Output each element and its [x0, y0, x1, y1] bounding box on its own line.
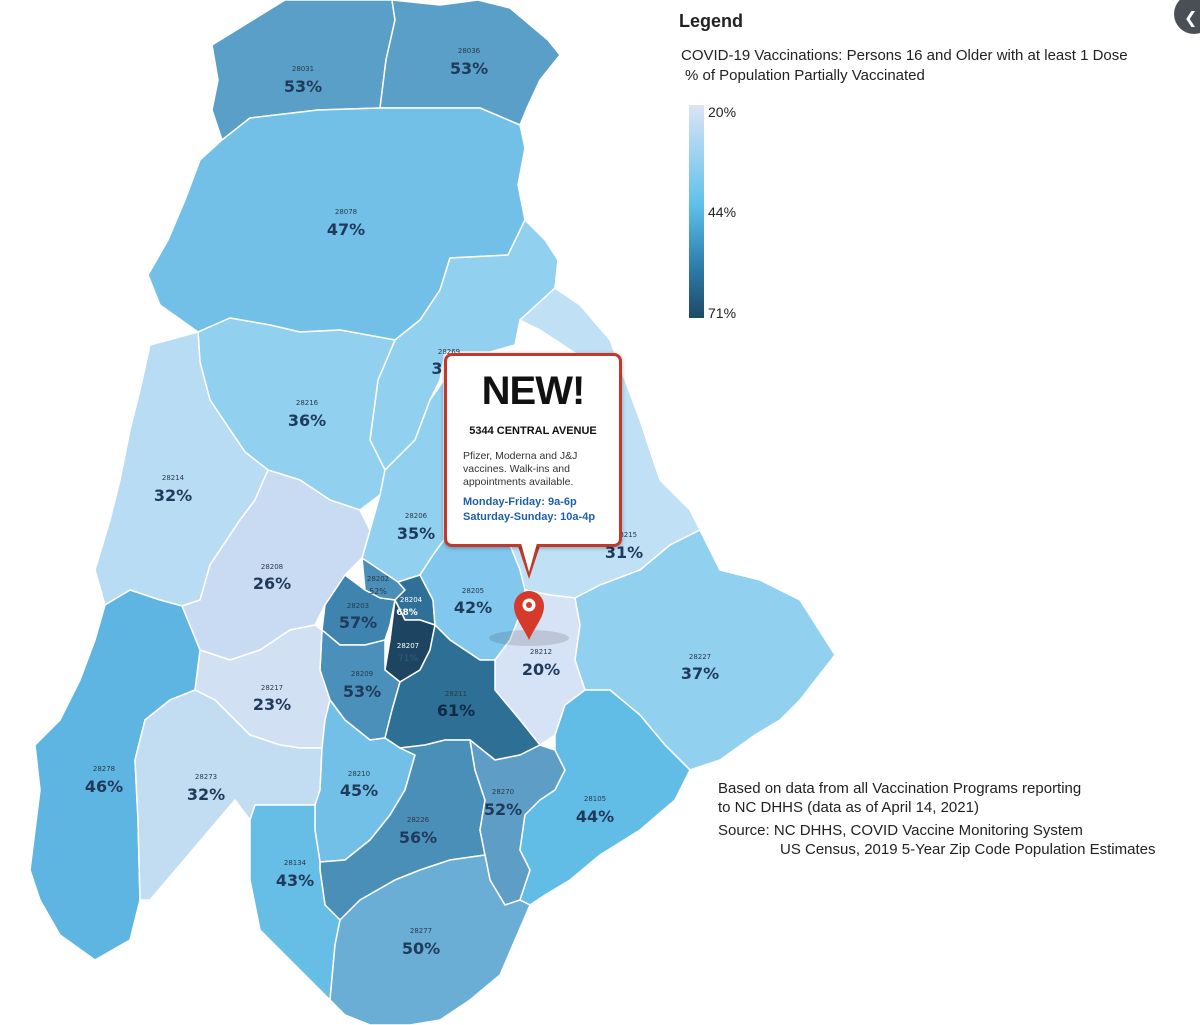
legend-color-scale — [689, 105, 704, 318]
zip-label: 28206 — [405, 512, 428, 520]
legend-title: Legend — [679, 11, 744, 31]
region-28277 — [329, 854, 531, 1025]
zip-label: 28227 — [689, 653, 711, 661]
callout-hours-weekend: Saturday-Sunday: 10a-4p — [463, 511, 596, 523]
note-line-1: Based on data from all Vaccination Progr… — [718, 780, 1082, 797]
pct-label: 61% — [437, 701, 475, 720]
pct-label: 32% — [187, 785, 225, 804]
pct-label: 35% — [397, 524, 435, 543]
pct-label: 71% — [398, 654, 418, 664]
pct-label: 46% — [85, 777, 123, 796]
zip-label: 28204 — [400, 596, 423, 604]
callout-description: Pfizer, Moderna and J&J vaccines. Walk-i… — [463, 450, 578, 488]
pct-label: 44% — [576, 807, 614, 826]
pct-label: 53% — [450, 59, 488, 78]
legend-tick-high: 71% — [708, 305, 737, 321]
pct-label: 37% — [681, 664, 719, 683]
zip-label: 28036 — [458, 47, 481, 55]
zip-label: 28078 — [335, 208, 357, 216]
region-28036 — [379, 0, 561, 126]
location-pin-icon[interactable] — [489, 591, 569, 646]
pct-label: 23% — [253, 695, 291, 714]
zip-label: 28212 — [530, 648, 552, 656]
zip-label: 28277 — [410, 927, 432, 935]
legend-subtitle-1: COVID-19 Vaccinations: Persons 16 and Ol… — [681, 47, 1128, 64]
pct-label: 56% — [399, 828, 437, 847]
zip-label: 28226 — [407, 816, 430, 824]
pct-label: 47% — [327, 220, 365, 239]
legend-tick-mid: 44% — [708, 204, 737, 220]
zip-label: 28269 — [438, 348, 460, 356]
zip-label: 28270 — [492, 788, 514, 796]
pct-label: 53% — [343, 682, 381, 701]
pct-label: 31% — [605, 543, 643, 562]
zip-label: 28210 — [348, 770, 370, 778]
zip-label: 28031 — [292, 65, 314, 73]
zip-label: 28211 — [445, 690, 467, 698]
pct-label: 53% — [284, 77, 322, 96]
pct-label: 43% — [276, 871, 314, 890]
pct-label: 45% — [340, 781, 378, 800]
pct-label: 42% — [454, 598, 492, 617]
pct-label: 52% — [484, 800, 522, 819]
zip-label: 28214 — [162, 474, 185, 482]
callout-pointer-inner — [519, 536, 539, 572]
zip-label: 28273 — [195, 773, 217, 781]
zip-label: 28217 — [261, 684, 283, 692]
pct-label: 26% — [253, 574, 291, 593]
zip-label: 28134 — [284, 859, 307, 867]
pct-label: 68% — [396, 608, 418, 618]
pct-label: 57% — [339, 613, 377, 632]
pct-label: 50% — [402, 939, 440, 958]
note-line-2: to NC DHHS (data as of April 14, 2021) — [718, 799, 979, 816]
region-28278 — [29, 589, 201, 961]
callout-address: 5344 CENTRAL AVENUE — [469, 425, 597, 437]
zip-label: 28278 — [93, 765, 115, 773]
pct-label: 52% — [369, 587, 387, 596]
legend-subtitle-2: % of Population Partially Vaccinated — [685, 67, 925, 84]
zip-label: 28215 — [615, 531, 637, 539]
pct-label: 20% — [522, 660, 560, 679]
legend-tick-low: 20% — [708, 104, 737, 120]
zip-label: 28209 — [351, 670, 373, 678]
pct-label: 36% — [288, 411, 326, 430]
new-location-callout: NEW! 5344 CENTRAL AVENUE Pfizer, Moderna… — [444, 353, 622, 547]
zip-label: 28105 — [584, 795, 606, 803]
pct-label: 32% — [154, 486, 192, 505]
callout-hours-weekday: Monday-Friday: 9a-6p — [463, 496, 577, 508]
zip-label: 28202 — [367, 575, 389, 583]
zip-label: 28207 — [397, 642, 419, 650]
zip-label: 28216 — [296, 399, 319, 407]
source-line-1: Source: NC DHHS, COVID Vaccine Monitorin… — [718, 822, 1083, 839]
region-28105 — [519, 689, 691, 906]
zip-label: 28203 — [347, 602, 369, 610]
chevron-icon: ❮ — [1184, 10, 1198, 27]
zip-label: 28208 — [261, 563, 283, 571]
callout-headline: NEW! — [481, 369, 586, 413]
pct-label: 3 — [431, 359, 442, 378]
source-line-2: US Census, 2019 5-Year Zip Code Populati… — [780, 841, 1156, 858]
zip-label: 28205 — [462, 587, 484, 595]
